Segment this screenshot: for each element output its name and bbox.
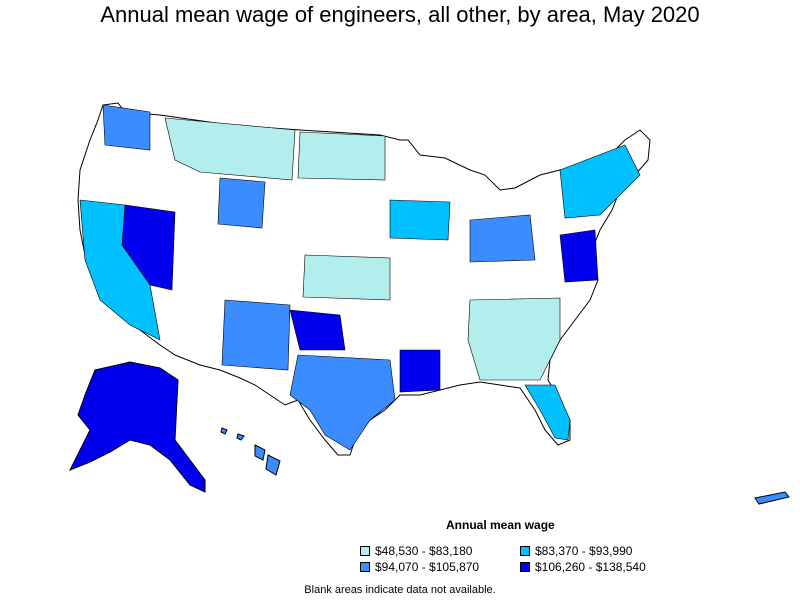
legend-item-3: $94,070 - $105,870 [360, 560, 479, 574]
region-northdakota[interactable] [297, 131, 386, 181]
region-montana[interactable] [164, 117, 296, 181]
alaska[interactable] [68, 361, 206, 493]
region-ohio[interactable] [469, 214, 536, 263]
region-washington[interactable] [102, 104, 151, 151]
region-gulf[interactable] [399, 349, 441, 393]
region-iowa[interactable] [389, 199, 451, 241]
legend-swatch-1 [360, 546, 370, 556]
map-title: Annual mean wage of engineers, all other… [100, 2, 700, 27]
legend-item-2: $83,370 - $93,990 [520, 544, 632, 558]
region-northeast[interactable] [559, 144, 641, 219]
legend-label-1: $48,530 - $83,180 [375, 544, 473, 558]
region-southeast[interactable] [467, 297, 561, 381]
region-florida[interactable] [524, 384, 571, 441]
legend-item-1: $48,530 - $83,180 [360, 544, 472, 558]
hawaii[interactable] [220, 427, 281, 476]
legend-title: Annual mean wage [446, 518, 555, 532]
region-wyoming[interactable] [217, 177, 266, 229]
region-kansas[interactable] [302, 254, 391, 301]
legend-label-2: $83,370 - $93,990 [535, 544, 633, 558]
legend-swatch-2 [520, 546, 530, 556]
legend-swatch-3 [360, 562, 370, 572]
legend-label-3: $94,070 - $105,870 [375, 560, 480, 574]
legend-label-4: $106,260 - $138,540 [535, 560, 646, 574]
footnote: Blank areas indicate data not available. [304, 584, 496, 596]
region-texas[interactable] [289, 354, 396, 451]
puerto-rico[interactable] [754, 491, 790, 505]
legend-swatch-4 [520, 562, 530, 572]
legend-item-4: $106,260 - $138,540 [520, 560, 646, 574]
region-newmexico[interactable] [221, 299, 291, 371]
region-mid-atlantic[interactable] [559, 229, 599, 283]
region-texas-north[interactable] [289, 309, 346, 351]
region-california[interactable] [79, 199, 161, 341]
